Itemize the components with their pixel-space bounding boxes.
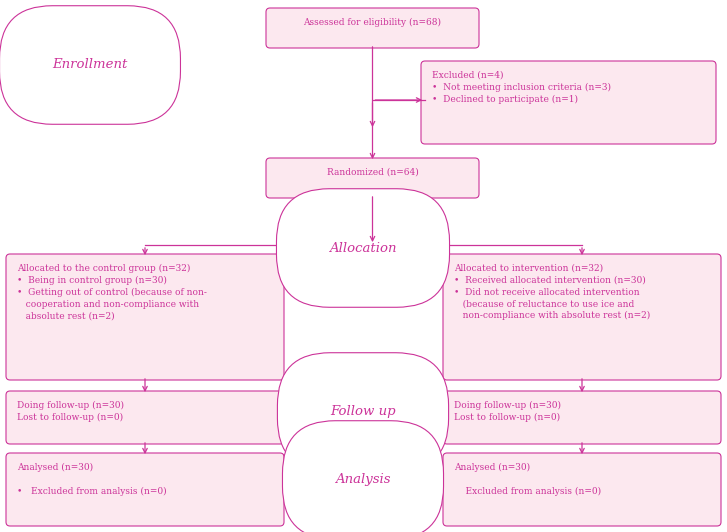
Text: Analysed (n=30)

    Excluded from analysis (n=0): Analysed (n=30) Excluded from analysis (… bbox=[454, 463, 601, 496]
Text: Follow up: Follow up bbox=[330, 405, 395, 419]
FancyBboxPatch shape bbox=[6, 391, 284, 444]
Text: Enrollment: Enrollment bbox=[52, 59, 128, 71]
Text: Analysed (n=30)

•   Excluded from analysis (n=0): Analysed (n=30) • Excluded from analysis… bbox=[17, 463, 166, 496]
Text: Doing follow-up (n=30)
Lost to follow-up (n=0): Doing follow-up (n=30) Lost to follow-up… bbox=[454, 401, 561, 422]
Text: Analysis: Analysis bbox=[335, 473, 390, 486]
Text: Allocated to intervention (n=32)
•  Received allocated intervention (n=30)
•  Di: Allocated to intervention (n=32) • Recei… bbox=[454, 264, 650, 320]
FancyBboxPatch shape bbox=[6, 453, 284, 526]
Text: Allocation: Allocation bbox=[329, 242, 397, 254]
Text: Doing follow-up (n=30)
Lost to follow-up (n=0): Doing follow-up (n=30) Lost to follow-up… bbox=[17, 401, 124, 422]
FancyBboxPatch shape bbox=[443, 254, 721, 380]
FancyBboxPatch shape bbox=[421, 61, 716, 144]
Text: Assessed for eligibility (n=68): Assessed for eligibility (n=68) bbox=[303, 18, 441, 27]
Text: Excluded (n=4)
•  Not meeting inclusion criteria (n=3)
•  Declined to participat: Excluded (n=4) • Not meeting inclusion c… bbox=[432, 71, 611, 104]
FancyBboxPatch shape bbox=[266, 8, 479, 48]
FancyBboxPatch shape bbox=[266, 158, 479, 198]
FancyBboxPatch shape bbox=[443, 391, 721, 444]
Text: Randomized (n=64): Randomized (n=64) bbox=[326, 168, 418, 177]
FancyBboxPatch shape bbox=[6, 254, 284, 380]
FancyBboxPatch shape bbox=[443, 453, 721, 526]
Text: Allocated to the control group (n=32)
•  Being in control group (n=30)
•  Gettin: Allocated to the control group (n=32) • … bbox=[17, 264, 207, 321]
